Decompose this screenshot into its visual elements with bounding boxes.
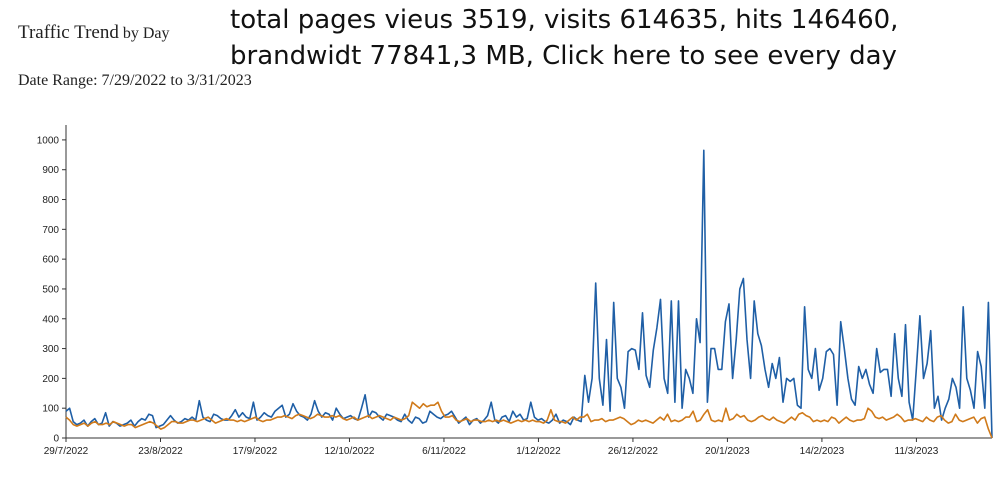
y-tick-label: 400 — [42, 314, 59, 325]
y-tick-label: 100 — [42, 404, 59, 415]
x-tick-label: 20/1/2023 — [705, 446, 750, 457]
x-tick-label: 14/2/2023 — [800, 446, 845, 457]
x-tick-label: 17/9/2022 — [233, 446, 278, 457]
y-tick-label: 600 — [42, 255, 59, 266]
x-tick-label: 6/11/2022 — [422, 446, 466, 457]
chart-title: Traffic Trend by Day — [18, 22, 169, 44]
x-tick-label: 26/12/2022 — [608, 446, 658, 457]
summary-link[interactable]: total pages vieus 3519, visits 614635, h… — [230, 5, 899, 71]
x-tick-label: 12/10/2022 — [324, 446, 374, 457]
series-line-2 — [65, 401, 993, 439]
series-line-1 — [65, 149, 993, 439]
x-tick-label: 1/12/2022 — [516, 446, 561, 457]
title-suffix: by Day — [122, 25, 170, 42]
x-tick-label: 11/3/2023 — [895, 446, 939, 457]
y-tick-label: 200 — [42, 374, 59, 385]
y-tick-label: 900 — [42, 165, 59, 176]
y-tick-label: 700 — [42, 225, 59, 236]
title-main: Traffic Trend — [18, 22, 119, 43]
y-tick-label: 300 — [42, 344, 59, 355]
x-tick-label: 29/7/2022 — [44, 446, 89, 457]
y-tick-label: 1000 — [37, 135, 60, 146]
date-range: Date Range: 7/29/2022 to 3/31/2023 — [18, 72, 252, 89]
y-tick-label: 800 — [42, 195, 59, 206]
y-tick-label: 500 — [42, 284, 59, 295]
y-tick-label: 0 — [53, 434, 59, 445]
x-tick-label: 23/8/2022 — [138, 446, 183, 457]
